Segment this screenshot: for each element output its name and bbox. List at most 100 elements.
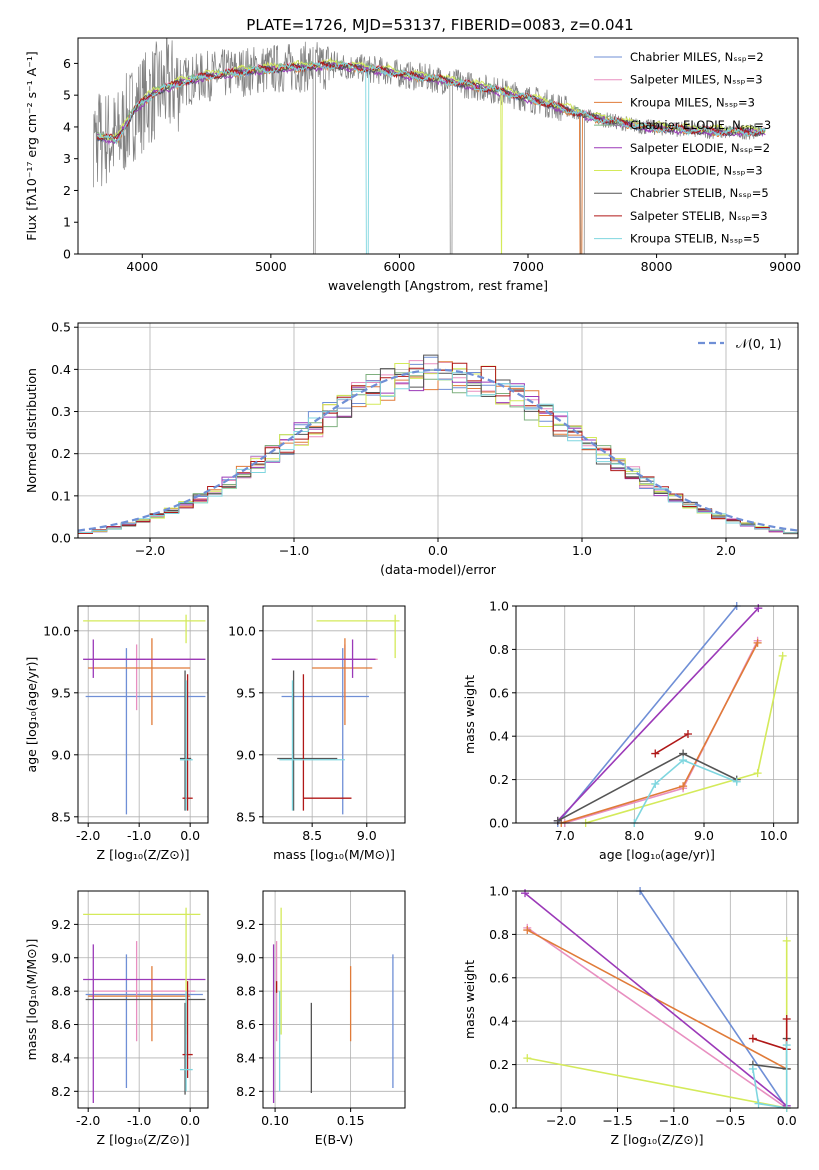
- x-tick-label: 0.10: [261, 1113, 289, 1128]
- y-tick-label: 1.0: [489, 599, 509, 614]
- axes-frame: [77, 605, 209, 824]
- y-axis-label: Flux [fλ10⁻¹⁷ erg cm⁻² s⁻¹ A⁻¹]: [24, 51, 39, 240]
- x-tick-label: −2.0: [135, 543, 165, 558]
- x-tick-label: 0.0: [428, 543, 448, 558]
- y-tick-label: 9.0: [236, 950, 256, 965]
- y-tick-label: 8.5: [51, 809, 71, 824]
- mass-weight-marker: [679, 756, 688, 765]
- y-tick-label: 0.5: [51, 320, 71, 335]
- x-tick-label: 7.0: [555, 828, 575, 843]
- y-tick-label: 8.5: [236, 809, 256, 824]
- x-tick-label: −0.5: [715, 1113, 745, 1128]
- y-tick-label: 8.8: [51, 984, 71, 999]
- legend-entry: Salpeter ELODIE, Nₛₛₚ=2: [630, 141, 770, 155]
- mass-weight-line: [524, 892, 788, 1107]
- y-tick-label: 0.0: [489, 816, 509, 831]
- mass-weight-marker: [523, 926, 532, 935]
- y-axis-label: Normed distribution: [24, 368, 39, 493]
- mass-weight-marker: [782, 1015, 791, 1024]
- axes-frame: [515, 605, 799, 824]
- axes-frame: [515, 890, 799, 1109]
- x-axis-label: mass [log₁₀(M/M⊙)]: [273, 847, 395, 862]
- y-tick-label: 9.2: [51, 917, 71, 932]
- mass-weight-line: [639, 891, 788, 1108]
- x-tick-label: 0.0: [180, 1113, 200, 1128]
- x-axis-label: Z [log₁₀(Z/Z⊙)]: [97, 1132, 190, 1147]
- mass-weight-marker: [651, 779, 660, 788]
- legend-entry: Chabrier ELODIE, Nₛₛₚ=3: [630, 118, 771, 132]
- x-tick-label: 9.0: [357, 828, 377, 843]
- x-tick-label: 4000: [126, 259, 158, 274]
- mass-weight-marker: [754, 1099, 763, 1108]
- x-axis-label: wavelength [Angstrom, rest frame]: [328, 278, 548, 293]
- x-tick-label: −1.5: [602, 1113, 632, 1128]
- legend-entry: Kroupa ELODIE, Nₛₛₚ=3: [630, 164, 763, 178]
- x-tick-label: 8.5: [302, 828, 322, 843]
- y-axis-label: mass weight: [462, 960, 477, 1039]
- mass-weight-marker: [782, 936, 791, 945]
- y-tick-label: 0.2: [51, 446, 71, 461]
- x-tick-label: −1.0: [279, 543, 309, 558]
- y-tick-label: 0.4: [489, 1014, 509, 1029]
- y-tick-label: 10.0: [43, 623, 71, 638]
- x-tick-label: 0.0: [180, 828, 200, 843]
- y-tick-label: 0.3: [51, 404, 71, 419]
- x-tick-label: 1.0: [572, 543, 592, 558]
- y-tick-label: 0.1: [51, 488, 71, 503]
- y-tick-label: 0.8: [489, 927, 509, 942]
- axes-frame: [262, 890, 406, 1109]
- x-tick-label: -1.0: [127, 1113, 151, 1128]
- legend-entry: Chabrier STELIB, Nₛₛₚ=5: [630, 186, 769, 200]
- mass-weight-line: [527, 940, 788, 1108]
- mass-weight-marker: [683, 730, 692, 739]
- x-tick-label: -1.0: [127, 828, 151, 843]
- axes-frame: [77, 890, 209, 1109]
- y-tick-label: 8.2: [51, 1084, 71, 1099]
- mass-weight-marker: [523, 1054, 532, 1063]
- y-tick-label: 4: [63, 119, 71, 134]
- y-tick-label: 10.0: [228, 623, 256, 638]
- x-tick-label: 9000: [769, 259, 801, 274]
- axes-frame: [77, 322, 799, 539]
- x-axis-label: age [log₁₀(age/yr)]: [599, 847, 715, 862]
- y-tick-label: 0.2: [489, 772, 509, 787]
- x-tick-label: -2.0: [76, 828, 100, 843]
- y-tick-label: 0.0: [51, 531, 71, 546]
- mass-weight-line: [526, 927, 788, 1108]
- model-spectrum-line: [97, 61, 766, 254]
- mass-weight-marker: [782, 1041, 791, 1050]
- y-tick-label: 9.0: [51, 950, 71, 965]
- y-tick-label: 8.8: [236, 984, 256, 999]
- panel-residuals: −2.0 −1.0 0.0 1.0 2.0 0.0 0.1 0.2 0.3 0.4 0.5 (data…: [24, 320, 799, 577]
- x-tick-label: 8000: [641, 259, 673, 274]
- mass-weight-marker: [732, 777, 741, 786]
- residual-histogram-step: [78, 369, 798, 534]
- y-tick-label: 5: [63, 88, 71, 103]
- x-tick-label: −2.0: [546, 1113, 576, 1128]
- y-axis-label: mass weight: [462, 675, 477, 754]
- panel-mass_vs_ebv: 0.10 0.15 8.2 8.4 8.6 8.8 9.0 9.2 E(B-V): [236, 890, 406, 1147]
- x-tick-label: 10.0: [760, 828, 788, 843]
- x-tick-label: 7000: [512, 259, 544, 274]
- mass-weight-marker: [748, 1034, 757, 1043]
- y-tick-label: 9.5: [51, 685, 71, 700]
- model-spectrum-line: [96, 60, 766, 143]
- x-axis-label: E(B-V): [315, 1132, 354, 1147]
- y-tick-label: 9.5: [236, 685, 256, 700]
- x-tick-label: 2.0: [716, 543, 736, 558]
- mass-weight-line: [557, 607, 759, 822]
- x-axis-label: (data-model)/error: [380, 562, 497, 577]
- legend-entry: Salpeter STELIB, Nₛₛₚ=3: [630, 209, 768, 223]
- y-tick-label: 0.6: [489, 970, 509, 985]
- axes-frame: [262, 605, 406, 824]
- legend-entry: Chabrier MILES, Nₛₛₚ=2: [630, 50, 764, 64]
- x-axis-label: Z [log₁₀(Z/Z⊙)]: [611, 1132, 704, 1147]
- y-tick-label: 0.8: [489, 642, 509, 657]
- panel-age_vs_mass: 8.5 9.0 8.5 9.0 9.5 10.0 mass [log₁₀(M/M⊙)]: [228, 605, 406, 862]
- x-tick-label: 6000: [384, 259, 416, 274]
- mass-weight-line: [752, 1019, 788, 1051]
- x-tick-label: 8.0: [624, 828, 644, 843]
- residual-histogram-step: [78, 354, 798, 535]
- mass-weight-line: [585, 655, 784, 823]
